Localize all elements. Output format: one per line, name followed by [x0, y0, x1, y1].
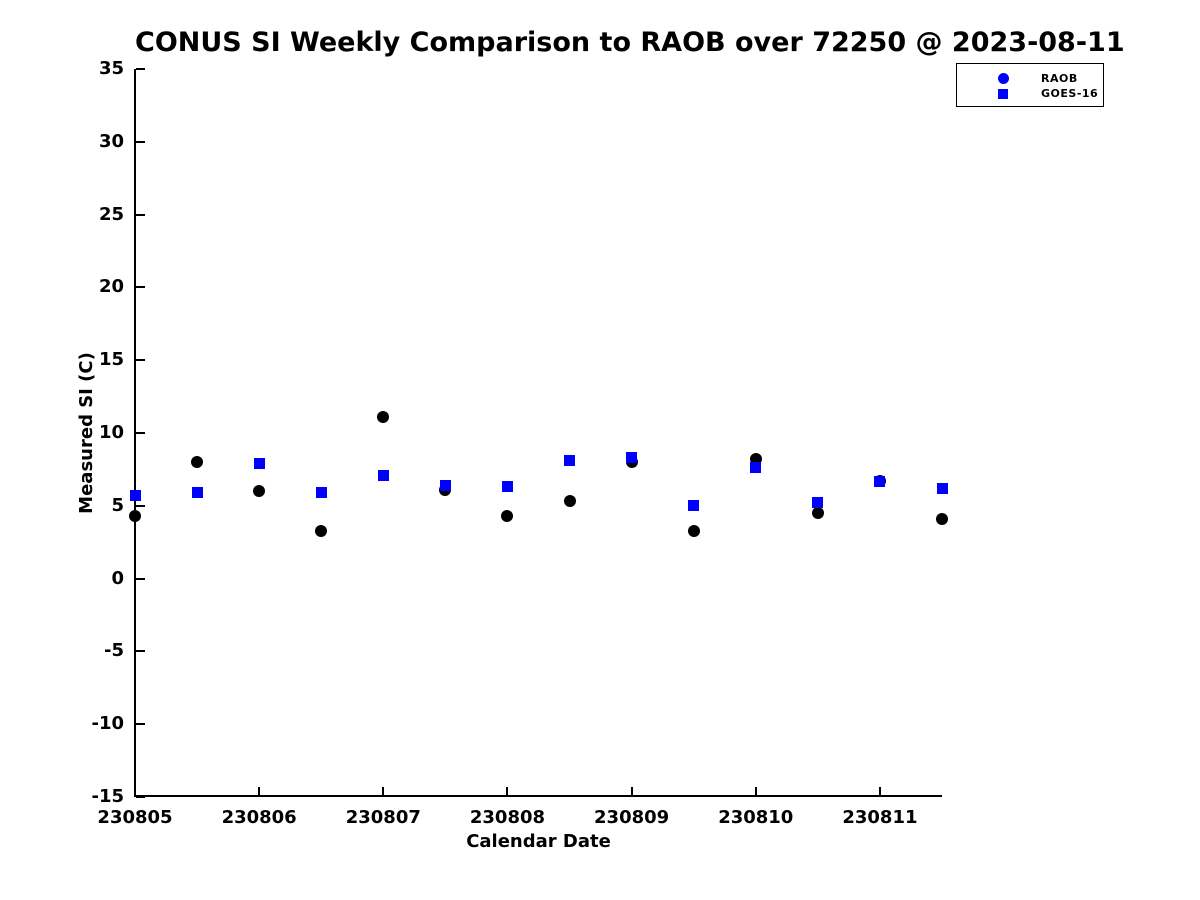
chart-title: CONUS SI Weekly Comparison to RAOB over … [135, 27, 1125, 58]
raob-point [936, 512, 948, 525]
goes16-point [874, 475, 886, 487]
x-tick-label: 230806 [221, 807, 297, 828]
y-tick-label: 25 [98, 203, 124, 225]
y-tick-label: 20 [98, 276, 124, 298]
x-tick-label: 230810 [718, 807, 794, 828]
raob-point [377, 410, 390, 423]
x-tick-mark [878, 787, 881, 796]
y-tick-mark [136, 577, 145, 580]
y-tick-mark [136, 286, 145, 289]
raob-point [563, 495, 576, 508]
raob-point [687, 524, 700, 537]
x-tick-mark [754, 787, 757, 796]
x-tick-mark [134, 787, 136, 796]
legend-entry-raob: RAOB [957, 71, 1103, 86]
x-tick-label: 230808 [469, 807, 546, 828]
raob-point [315, 524, 328, 537]
x-tick-mark [258, 787, 261, 796]
goes16-point [626, 452, 638, 464]
x-tick-mark [630, 787, 633, 796]
raob-marker-icon [997, 73, 1009, 84]
goes16-point [315, 487, 327, 499]
goes16-point [439, 479, 451, 491]
x-tick-mark [506, 787, 509, 796]
y-tick-label: -10 [91, 713, 124, 735]
y-tick-label: 0 [111, 567, 124, 589]
x-tick-label: 230807 [345, 807, 421, 828]
goes16-point [564, 455, 576, 467]
x-axis-label: Calendar Date [466, 831, 611, 852]
goes16-point [191, 487, 203, 499]
x-tick-mark [382, 787, 385, 796]
y-tick-mark [136, 796, 145, 798]
y-tick-mark [136, 68, 145, 70]
goes16-point [750, 462, 762, 474]
goes16-point [253, 458, 265, 470]
raob-point [749, 453, 762, 466]
y-tick-mark [136, 359, 145, 362]
goes16-point [936, 482, 948, 494]
y-tick-mark [136, 140, 145, 143]
plot-area [134, 69, 942, 797]
raob-point [811, 507, 824, 520]
goes16-point [129, 490, 141, 502]
y-tick-label: -15 [91, 786, 124, 807]
x-tick-label: 230805 [97, 807, 173, 828]
y-tick-mark [136, 213, 145, 216]
y-tick-label: 35 [98, 58, 124, 79]
y-tick-label: 5 [111, 494, 124, 516]
y-tick-mark [136, 432, 145, 434]
goes16-point [688, 500, 700, 512]
raob-point [191, 456, 204, 469]
legend-label-raob: RAOB [1041, 72, 1078, 85]
y-tick-label: 15 [98, 349, 124, 371]
y-tick-mark [136, 723, 145, 726]
y-tick-mark [136, 504, 145, 507]
legend: RAOB GOES-16 [956, 63, 1104, 107]
legend-label-goes16: GOES-16 [1041, 87, 1099, 100]
x-tick-label: 230811 [842, 807, 918, 828]
goes16-point [812, 497, 824, 509]
y-tick-mark [136, 650, 145, 653]
raob-point [129, 509, 141, 522]
raob-point [253, 485, 266, 498]
goes16-marker-icon [998, 88, 1008, 99]
x-tick-label: 230809 [594, 807, 670, 828]
legend-marker-cell [996, 73, 1010, 84]
legend-entry-goes16: GOES-16 [957, 86, 1103, 101]
goes16-point [377, 469, 389, 481]
y-tick-label: 30 [98, 130, 124, 152]
y-tick-label: 10 [98, 422, 124, 443]
y-tick-label: -5 [104, 640, 124, 662]
raob-point [501, 509, 514, 522]
legend-marker-cell [996, 88, 1010, 99]
goes16-point [501, 481, 513, 493]
